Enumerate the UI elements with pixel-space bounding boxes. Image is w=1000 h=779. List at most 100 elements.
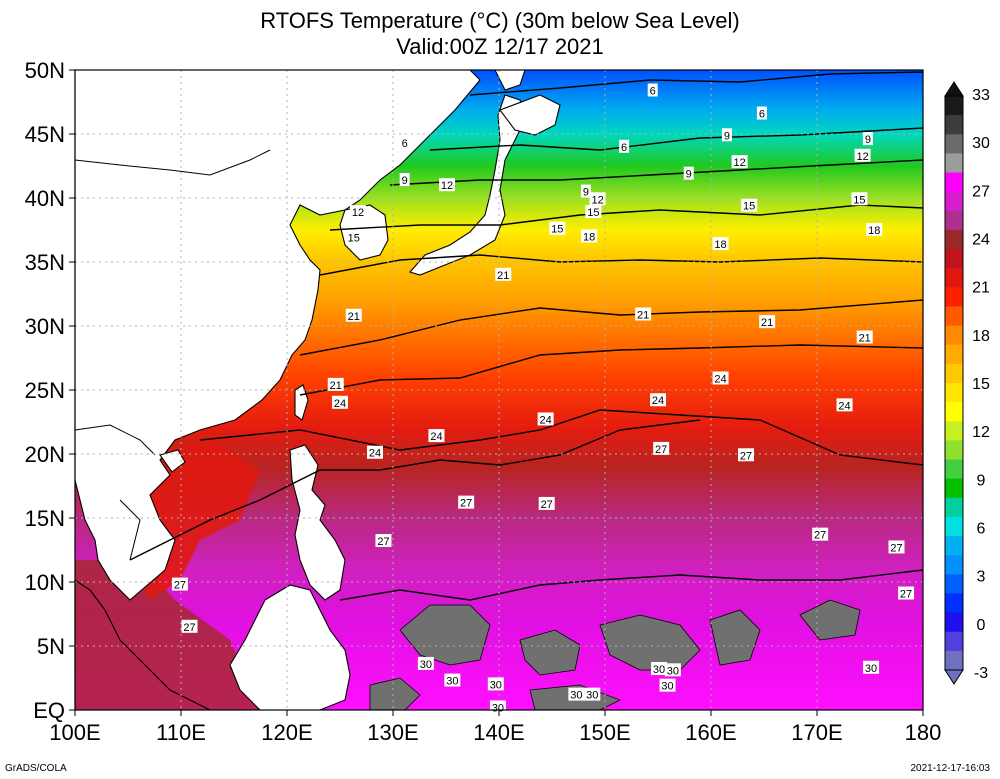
contour-label-box: [712, 371, 729, 385]
colorbar-swatch: [945, 191, 963, 212]
japan-hokkaido: [499, 94, 561, 136]
borders: [74, 149, 271, 561]
colorbar-swatch: [945, 478, 963, 499]
contour-label-box: [647, 83, 658, 97]
contour-label-box: [854, 148, 871, 162]
lon-tick-label: 130E: [367, 720, 418, 745]
contour-label: 30: [490, 679, 502, 691]
lat-tick-label: 20N: [25, 442, 65, 467]
asia-mainland: [74, 69, 481, 601]
colorbar-swatch: [945, 134, 963, 154]
colorbar-swatch: [945, 555, 963, 575]
lat-tick-label: 5N: [37, 634, 65, 659]
contour-label-box: [856, 330, 873, 344]
colorbar-frame: [944, 95, 964, 671]
colorbar-label: 27: [972, 183, 990, 200]
contour-label-box: [863, 660, 880, 674]
contour-label: 27: [740, 450, 752, 462]
colorbar-label: 33: [972, 87, 990, 104]
contour-label-box: [812, 527, 829, 541]
japan-honshu: [409, 94, 526, 276]
contour-label-box: [428, 429, 445, 443]
colorbar-label: 15: [972, 376, 990, 393]
contour-label: 27: [377, 536, 389, 548]
contour-label-box: [181, 619, 198, 633]
colorbar-swatch: [945, 249, 963, 269]
colorbar-label: -3: [974, 665, 988, 682]
contour-label: 18: [714, 239, 726, 251]
contour-label: 9: [583, 187, 589, 199]
contour-label-box: [653, 441, 670, 455]
contour-label: 27: [890, 542, 902, 554]
contour-label: 30: [446, 676, 458, 688]
contour-label: 27: [655, 444, 667, 456]
colorbar-label: 12: [972, 424, 990, 441]
contour-label: 24: [540, 414, 552, 426]
contour-label: 27: [183, 622, 195, 634]
contour-label: 30: [420, 659, 432, 671]
contour-label-box: [731, 155, 748, 169]
colorbar-swatch: [945, 96, 963, 116]
contour-label: 24: [838, 400, 850, 412]
contour-label: 30: [586, 690, 598, 702]
contour-label: 21: [859, 333, 871, 345]
contour-label: 9: [865, 134, 871, 146]
lat-tick-label: 25N: [25, 378, 65, 403]
contour-label-box: [366, 445, 383, 459]
hainan: [159, 449, 186, 473]
contour-label-box: [495, 267, 512, 281]
contour-label: 12: [441, 180, 453, 192]
lat-tick-label: 40N: [25, 186, 65, 211]
contour-label: 6: [402, 138, 408, 150]
contour-label: 27: [814, 530, 826, 542]
contour-label: 12: [352, 207, 364, 219]
longitude-axis: 100E 110E 120E 130E 140E 150E 160E 170E 180: [49, 710, 941, 745]
contour-label-box: [759, 315, 776, 329]
colorbar-swatch: [945, 115, 963, 135]
lon-tick-label: 180: [905, 720, 942, 745]
colorbar-swatch: [945, 306, 963, 327]
map-title-line2: Valid:00Z 12/17 2021: [396, 34, 604, 59]
lat-tick-label: EQ: [33, 698, 65, 723]
colorbar-swatch: [945, 210, 963, 231]
contour-label-box: [327, 377, 344, 391]
contour-label-box: [721, 128, 732, 142]
borneo: [229, 584, 351, 711]
contour-label-box: [836, 398, 853, 412]
lat-tick-label: 35N: [25, 250, 65, 275]
map-title-line1: RTOFS Temperature (°C) (30m below Sea Le…: [260, 8, 740, 33]
credit-text: GrADS/COLA: [5, 763, 67, 774]
contour-label-box: [584, 687, 601, 701]
philippines: [289, 444, 346, 601]
colorbar-max-arrow: [944, 81, 964, 97]
lon-tick-label: 100E: [49, 720, 100, 745]
contour-label-box: [888, 540, 905, 554]
lon-tick-label: 150E: [579, 720, 630, 745]
contour-label-box: [580, 184, 591, 198]
contour-label-box: [585, 205, 602, 219]
contour-label-box: [664, 663, 681, 677]
contour-label-box: [345, 230, 362, 244]
colorbar-label: 6: [977, 521, 986, 538]
contour-label: 15: [348, 233, 360, 245]
colorbar-swatch: [945, 383, 963, 403]
colorbar-swatch: [945, 536, 963, 556]
contour-label-box: [712, 237, 729, 251]
contour-label: 21: [348, 311, 360, 323]
contour-label-box: [737, 448, 754, 462]
contour-label: 30: [661, 681, 673, 693]
contour-label-box: [444, 673, 461, 687]
korea: [339, 204, 389, 261]
contour-label: 30: [667, 665, 679, 677]
contour-label: 18: [868, 225, 880, 237]
contour-label-box: [399, 173, 410, 187]
timestamp-text: 2021-12-17-16:03: [910, 763, 990, 774]
contour-label: 30: [492, 702, 504, 714]
lat-tick-label: 30N: [25, 314, 65, 339]
contour-label: 18: [583, 231, 595, 243]
contour-label: 6: [759, 109, 765, 121]
contour-label: 15: [551, 224, 563, 236]
contour-label-box: [345, 308, 362, 322]
